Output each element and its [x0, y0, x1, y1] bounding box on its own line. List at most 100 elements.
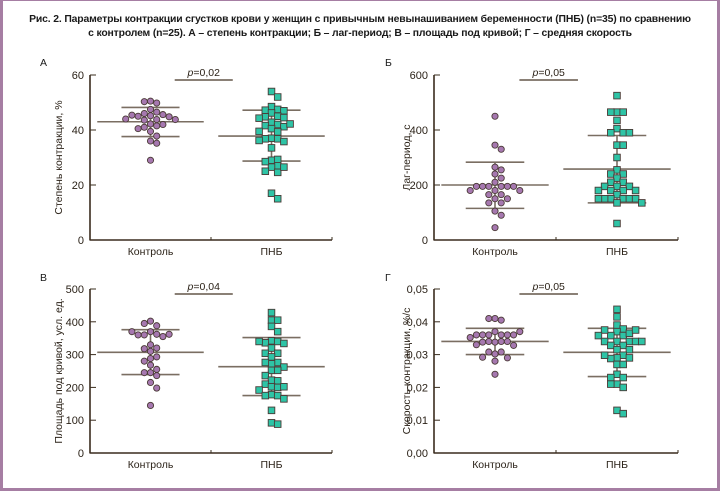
- panel-4-pnb-point: [619, 373, 627, 382]
- panel-1-y-tick-label: 0: [78, 235, 84, 247]
- panel-1-control-point: [140, 116, 148, 124]
- panel-4-y-axis-label: Скорость контракции, %/с: [401, 308, 413, 435]
- panel-1-control-point: [146, 127, 155, 135]
- panel-1-pnb-point: [273, 128, 282, 136]
- panel-2-pnb-point: [600, 194, 609, 203]
- panel-1-pnb-point: [280, 137, 288, 146]
- panel-1-pnb-point: [267, 109, 276, 117]
- panel-3-pnb-point: [280, 339, 288, 348]
- panel-3-pnb-point: [267, 337, 276, 345]
- panel-2-y-tick-label: 600: [410, 70, 428, 82]
- panel-4-y-tick-label: 0,03: [407, 350, 428, 362]
- panel-1-pnb-point: [273, 155, 282, 164]
- panel-4-pnb-point: [613, 321, 621, 329]
- panel-2-control-point: [497, 182, 505, 190]
- panel-2-control-point: [497, 174, 505, 182]
- panel-3-pnb-point: [261, 391, 270, 400]
- panel-2-control-point: [503, 182, 511, 190]
- panel-2-control-point: [497, 199, 505, 207]
- panel-2-pnb-point: [625, 128, 634, 137]
- panel-4-y-tick-label: 0,02: [407, 382, 428, 394]
- panel-3-control-point: [140, 331, 148, 339]
- panel-4-pnb-point: [613, 327, 621, 336]
- panel-2-pnb-point: [619, 178, 627, 186]
- panel-1-category-label: ПНБ: [260, 246, 282, 258]
- panel-4-control-point: [503, 354, 511, 362]
- panel-1-pnb-point: [255, 127, 263, 136]
- panel-4-y-tick-label: 0,00: [407, 448, 428, 460]
- panel-1-pnb-point: [273, 93, 282, 101]
- panel-2-pnb-point: [613, 182, 621, 191]
- panel-2-y-tick-label: 200: [410, 180, 428, 192]
- panel-2-control-point: [497, 166, 505, 174]
- panel-2-pnb-point: [613, 219, 621, 228]
- panel-3-control-point: [146, 401, 155, 409]
- panel-1-control-point: [159, 111, 167, 119]
- panel-2-pnb-point: [619, 141, 627, 149]
- panel-2-control-point: [466, 186, 474, 195]
- panel-4-pnb-point: [613, 406, 621, 415]
- panel-4-control-point: [466, 333, 474, 342]
- panel-3-pnb-point: [261, 380, 270, 388]
- panel-2-pnb-point: [613, 199, 621, 207]
- panel-1-pnb-point: [273, 168, 282, 177]
- figure-caption: Рис. 2. Параметры контракции сгустков кр…: [20, 13, 700, 41]
- panel-3-control-point: [165, 330, 173, 338]
- panel-1-pnb-point: [261, 106, 270, 114]
- panel-3-pnb-point: [273, 316, 282, 324]
- panel-4-control-point: [491, 350, 499, 358]
- panel-4-pnb-point: [613, 305, 621, 314]
- panel-4-pnb-point: [625, 329, 634, 338]
- panel-4-y-tick-label: 0,04: [407, 317, 428, 329]
- panel-3-control-point: [140, 345, 148, 353]
- panel-1-control-point: [153, 116, 161, 124]
- panel-2-pnb-point: [594, 186, 603, 195]
- panel-2-pnb-point: [619, 170, 627, 178]
- panel-3-control-point: [140, 319, 148, 327]
- panel-4-control-point: [497, 331, 505, 339]
- panel-4-control-point: [503, 331, 511, 339]
- panel-2-control-point: [491, 170, 499, 178]
- panel-4-pnb-point: [613, 380, 621, 388]
- panel-1-pnb-point: [255, 136, 263, 145]
- panel-1-pnb-point: [273, 161, 282, 170]
- panel-3-y-tick-label: 100: [66, 415, 84, 427]
- panel-1-y-axis-label: Степень контракции, %: [53, 100, 65, 214]
- panel-4-pnb-point: [613, 370, 621, 379]
- panel-4-pnb-point: [600, 326, 609, 334]
- panel-2-category-label: ПНБ: [606, 246, 628, 258]
- panel-1-pnb-point: [261, 135, 270, 143]
- panel-3-pnb-point: [267, 382, 276, 391]
- panel-4-pnb-point: [607, 380, 615, 388]
- panel-2-pnb-point: [613, 190, 621, 199]
- panel-1-y-tick-label: 20: [72, 180, 84, 192]
- panel-2-pnb-point: [607, 128, 615, 137]
- panel-2-control-point: [491, 224, 499, 232]
- panel-4-pnb-point: [613, 360, 621, 369]
- panel-1-control-point: [140, 123, 148, 131]
- panel-2-pnb-point: [613, 116, 621, 125]
- panel-3-control-point: [146, 317, 155, 325]
- panel-3-category-label: Контроль: [128, 459, 174, 471]
- panel-3-pnb-point: [267, 360, 276, 368]
- panel-4-pnb-point: [619, 331, 627, 340]
- panel-1-pnb-point: [261, 157, 270, 166]
- panel-1-control-point: [171, 116, 179, 124]
- panel-1-pnb-point: [280, 163, 288, 171]
- panel-3-control-point: [140, 369, 148, 377]
- panel-4-control-point: [497, 348, 505, 356]
- panel-2-category-label: Контроль: [472, 246, 518, 258]
- panel-2-pnb-point: [619, 128, 627, 137]
- panel-3-control-point: [146, 354, 155, 363]
- panel-4-pnb-point: [613, 313, 621, 321]
- panel-3-pnb-point: [261, 349, 270, 358]
- panel-2-y-tick-label: 400: [410, 125, 428, 137]
- panel-3-y-tick-label: 300: [66, 350, 84, 362]
- panel-4-control-point: [472, 331, 480, 339]
- panel-2-pnb-point: [619, 108, 627, 116]
- panel-1-control-point: [134, 125, 142, 133]
- panel-3-control-point: [153, 330, 161, 338]
- panel-2-pnb-point: [613, 174, 621, 182]
- panel-3-pnb-point: [273, 358, 282, 367]
